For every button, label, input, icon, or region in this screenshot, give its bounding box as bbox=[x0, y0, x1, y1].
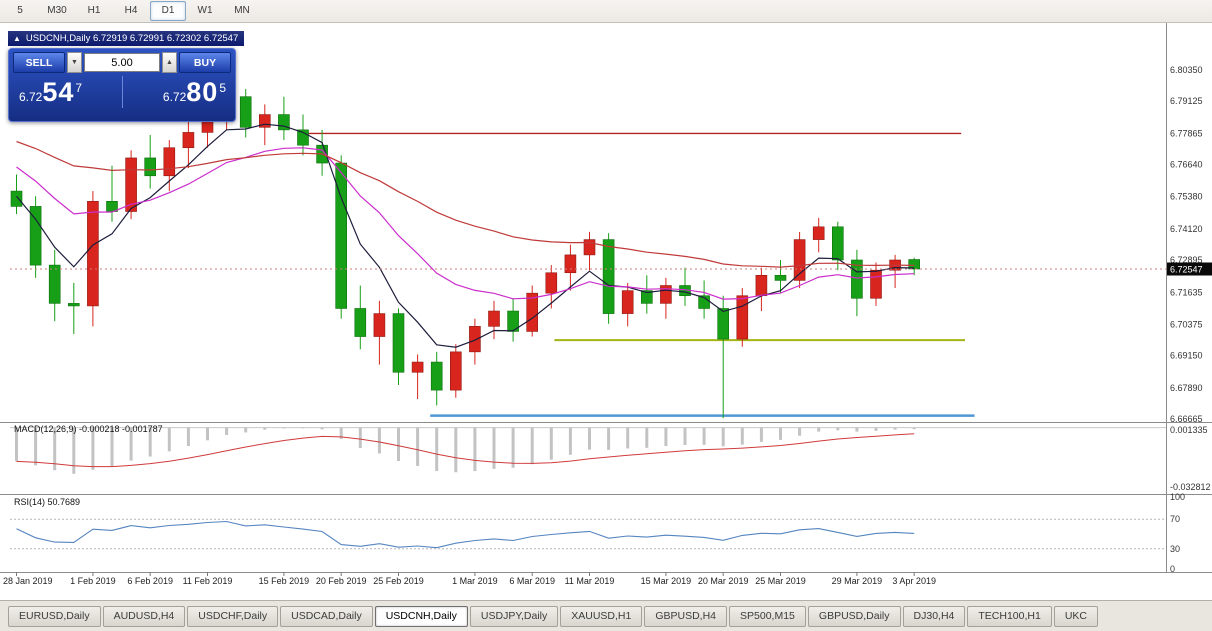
time-axis[interactable]: 28 Jan 2019 1 Feb 2019 6 Feb 2019 11 Feb 20… bbox=[3, 572, 936, 587]
chart-tab-ukc[interactable]: UKC bbox=[1053, 605, 1098, 627]
sell-price-pip-digit: 7 bbox=[75, 81, 83, 95]
macd-label: MACD(12,26,9) -0.000218 -0.001787 bbox=[14, 424, 163, 434]
svg-text:100: 100 bbox=[1170, 492, 1185, 502]
svg-text:-0.032812: -0.032812 bbox=[1170, 482, 1211, 492]
svg-text:11 Mar 2019: 11 Mar 2019 bbox=[565, 576, 615, 586]
sell-button[interactable]: SELL bbox=[13, 52, 65, 73]
macd-pane: MACD(12,26,9) -0.000218 -0.001787 0.00133… bbox=[10, 424, 1211, 492]
trade-panel-controls: SELL ▼ ▲ BUY bbox=[9, 49, 235, 73]
timeframe-button-d1[interactable]: D1 bbox=[150, 1, 186, 21]
svg-text:6.72547: 6.72547 bbox=[1170, 265, 1203, 275]
chart-up-arrow-icon: ▲ bbox=[13, 34, 21, 43]
svg-text:20 Mar 2019: 20 Mar 2019 bbox=[698, 576, 749, 586]
svg-text:70: 70 bbox=[1170, 514, 1180, 524]
chart-tabs-bar: EURUSD,Daily AUDUSD,H4 USDCHF,Daily USDCAD,… bbox=[0, 600, 1212, 631]
horizontal-line-objects[interactable] bbox=[307, 132, 975, 417]
buy-price-prefix: 6.72 bbox=[162, 90, 187, 104]
price-scale[interactable]: 6.80350 6.79125 6.77865 6.76640 6.75380 6.741… bbox=[1167, 65, 1212, 424]
trade-panel-quotes: 6.72 54 7 6.72 80 5 bbox=[9, 73, 235, 108]
svg-text:6.71635: 6.71635 bbox=[1170, 287, 1203, 297]
rsi-label: RSI(14) 50.7689 bbox=[14, 497, 80, 507]
rsi-line bbox=[16, 520, 915, 549]
buy-price-pip-digit: 5 bbox=[219, 81, 226, 95]
svg-text:25 Feb 2019: 25 Feb 2019 bbox=[373, 576, 424, 586]
svg-text:6.67890: 6.67890 bbox=[1170, 383, 1203, 393]
svg-text:6.76640: 6.76640 bbox=[1170, 160, 1203, 170]
chart-tab-gbpusd-daily[interactable]: GBPUSD,Daily bbox=[807, 605, 901, 627]
chart-tab-usdcnh-daily[interactable]: USDCNH,Daily bbox=[374, 605, 468, 627]
quote-divider bbox=[121, 76, 123, 108]
svg-text:11 Feb 2019: 11 Feb 2019 bbox=[183, 576, 233, 586]
buy-button[interactable]: BUY bbox=[179, 52, 231, 73]
svg-text:20 Feb 2019: 20 Feb 2019 bbox=[316, 576, 367, 586]
svg-text:6.79125: 6.79125 bbox=[1170, 96, 1203, 106]
volume-input[interactable] bbox=[84, 53, 160, 73]
chart-tab-tech100-h1[interactable]: TECH100,H1 bbox=[967, 605, 1052, 627]
svg-text:6.70375: 6.70375 bbox=[1170, 319, 1203, 329]
svg-text:6.80350: 6.80350 bbox=[1170, 65, 1203, 75]
svg-text:6.66665: 6.66665 bbox=[1170, 414, 1203, 424]
svg-text:1 Feb 2019: 1 Feb 2019 bbox=[70, 576, 116, 586]
timeframe-button-h4[interactable]: H4 bbox=[124, 5, 138, 16]
sell-price-big-digits: 54 bbox=[42, 77, 75, 107]
chart-tab-eurusd-daily[interactable]: EURUSD,Daily bbox=[8, 605, 101, 627]
svg-text:0.001335: 0.001335 bbox=[1170, 425, 1208, 435]
current-price-badge bbox=[1167, 262, 1212, 276]
chart-tab-gbpusd-h4[interactable]: GBPUSD,H4 bbox=[644, 605, 728, 627]
ma-medium-line bbox=[16, 147, 915, 300]
svg-text:6.69150: 6.69150 bbox=[1170, 351, 1203, 361]
svg-text:25 Mar 2019: 25 Mar 2019 bbox=[755, 576, 806, 586]
chart-window: 6.80350 6.79125 6.77865 6.76640 6.75380 6.741… bbox=[0, 23, 1212, 600]
svg-text:6.75380: 6.75380 bbox=[1170, 192, 1203, 202]
svg-text:1 Mar 2019: 1 Mar 2019 bbox=[452, 576, 498, 586]
timeframe-button-w1[interactable]: W1 bbox=[197, 5, 213, 16]
sell-price-quote[interactable]: 6.72 54 7 bbox=[19, 77, 83, 107]
buy-price-big-digits: 80 bbox=[186, 77, 219, 107]
chart-tab-dj30-h4[interactable]: DJ30,H4 bbox=[902, 605, 966, 627]
rsi-pane: RSI(14) 50.7689 100 70 30 0 bbox=[10, 492, 1185, 574]
svg-text:29 Mar 2019: 29 Mar 2019 bbox=[832, 576, 883, 586]
volume-decrease-button[interactable]: ▼ bbox=[67, 52, 82, 73]
svg-text:0: 0 bbox=[1170, 564, 1175, 574]
svg-text:6 Mar 2019: 6 Mar 2019 bbox=[509, 576, 555, 586]
timeframe-button-5[interactable]: 5 bbox=[17, 5, 23, 16]
chart-tab-usdchf-daily[interactable]: USDCHF,Daily bbox=[187, 605, 279, 627]
sell-price-prefix: 6.72 bbox=[19, 90, 43, 104]
ma-slow-line bbox=[16, 140, 915, 268]
timeframe-toolbar: 5 M30 H1 H4 D1 W1 MN bbox=[0, 0, 1212, 23]
svg-text:3 Apr 2019: 3 Apr 2019 bbox=[892, 576, 936, 586]
svg-text:15 Mar 2019: 15 Mar 2019 bbox=[641, 576, 692, 586]
timeframe-button-mn[interactable]: MN bbox=[234, 5, 250, 16]
svg-text:6 Feb 2019: 6 Feb 2019 bbox=[127, 576, 173, 586]
chevron-down-icon: ▼ bbox=[71, 59, 78, 66]
buy-price-quote[interactable]: 6.72 80 5 bbox=[162, 77, 226, 107]
svg-text:6.72895: 6.72895 bbox=[1170, 255, 1203, 265]
chart-title: USDCNH,Daily 6.72919 6.72991 6.72302 6.7… bbox=[25, 33, 239, 44]
svg-text:28 Jan 2019: 28 Jan 2019 bbox=[3, 576, 53, 586]
svg-text:6.74120: 6.74120 bbox=[1170, 224, 1203, 234]
svg-text:15 Feb 2019: 15 Feb 2019 bbox=[259, 576, 310, 586]
timeframe-button-h1[interactable]: H1 bbox=[87, 5, 101, 16]
chevron-up-icon: ▲ bbox=[166, 59, 173, 66]
macd-signal-line bbox=[16, 433, 915, 468]
svg-text:30: 30 bbox=[1170, 544, 1180, 554]
volume-increase-button[interactable]: ▲ bbox=[162, 52, 177, 73]
chart-tab-audusd-h4[interactable]: AUDUSD,H4 bbox=[102, 605, 186, 627]
svg-text:6.77865: 6.77865 bbox=[1170, 128, 1203, 138]
chart-tab-sp500-m15[interactable]: SP500,M15 bbox=[729, 605, 806, 627]
chart-window-titlebar[interactable]: ▲ USDCNH,Daily 6.72919 6.72991 6.72302 6… bbox=[8, 31, 244, 46]
chart-tab-usdjpy-daily[interactable]: USDJPY,Daily bbox=[469, 605, 559, 627]
timeframe-button-m30[interactable]: M30 bbox=[47, 5, 67, 16]
chart-canvas[interactable]: 6.80350 6.79125 6.77865 6.76640 6.75380 6.741… bbox=[0, 23, 1212, 600]
chart-tab-xauusd-h1[interactable]: XAUUSD,H1 bbox=[560, 605, 643, 627]
chart-tab-usdcad-daily[interactable]: USDCAD,Daily bbox=[280, 605, 373, 627]
